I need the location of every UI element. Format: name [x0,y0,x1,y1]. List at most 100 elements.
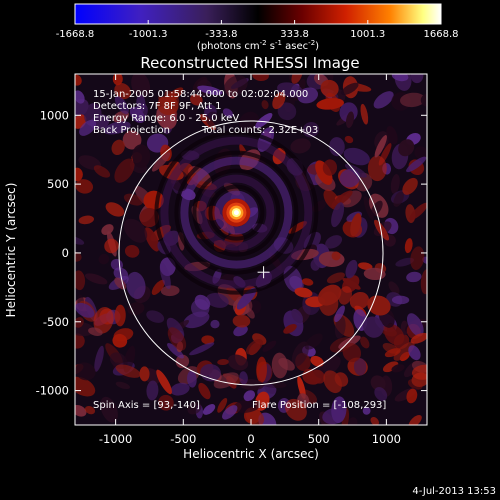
noise-blob [232,314,251,328]
noise-blob [367,155,387,182]
noise-blob [410,332,427,344]
noise-blob [317,284,342,306]
noise-blob [98,253,110,265]
noise-blob [105,202,125,217]
noise-blob [310,259,321,271]
noise-blob [84,405,96,415]
noise-blob [388,281,400,295]
noise-blob [75,362,96,381]
noise-blob [345,259,358,279]
noise-blob [411,364,427,380]
noise-blob [291,74,303,84]
noise-blob [344,135,354,144]
noise-blob [268,252,282,271]
noise-blob [367,295,391,316]
noise-blob [84,103,102,126]
noise-blob [339,168,361,188]
colorbar-ticks: -1668.8 -1001.3 -333.8 333.8 1001.3 1668.8 [56,20,459,40]
y-tick-label: -500 [43,315,69,329]
noise-blob [197,85,223,96]
noise-blob [342,278,361,290]
noise-blob [380,325,397,337]
noise-blob [75,404,87,417]
noise-blob [75,302,95,318]
noise-blob [303,369,314,381]
noise-blob [94,345,104,372]
noise-blob [391,74,409,82]
noise-blob [127,302,145,316]
noise-blob [175,354,190,369]
noise-blob [322,159,338,176]
noise-blob [151,152,171,172]
noise-blob [393,341,415,361]
solar-limb [118,120,384,386]
annotation-spin-axis: Spin Axis = [93,-140] [93,400,200,411]
noise-blob [132,144,151,168]
noise-blob [278,357,295,371]
noise-blob [264,383,277,394]
noise-blob [112,333,128,348]
ring-gap [208,184,265,241]
noise-blob [310,355,324,367]
noise-blob [290,138,311,154]
noise-blob [350,213,362,237]
noise-blob [338,335,361,349]
noise-blob [222,405,238,420]
noise-blob [126,271,146,299]
noise-blob [325,92,341,112]
noise-blob [410,74,424,84]
noise-blob [167,343,184,359]
noise-blob [84,273,108,285]
noise-blob [373,91,394,109]
noise-blob [422,256,427,264]
noise-blob [75,376,96,397]
noise-blob [386,125,398,145]
noise-blob [349,291,370,310]
noise-blob [291,308,304,324]
noise-blob [325,235,343,249]
noise-blob [294,287,313,298]
noise-blob [360,103,369,125]
y-tick-label: -1000 [36,384,69,398]
noise-blob [409,202,427,221]
noise-blob [206,293,229,308]
footer-date: 4-Jul-2013 13:53 [412,486,496,497]
chart-title: Reconstructed RHESSI Image [140,54,359,72]
colorbar-tick-label: -333.8 [205,29,237,40]
noise-blob [245,408,265,425]
noise-blob [233,399,261,413]
y-tick-label: 0 [62,246,69,260]
noise-blob [262,340,277,352]
noise-blob [131,74,151,99]
noise-blob [353,358,367,376]
noise-blob [285,398,307,421]
noise-blob [391,295,410,305]
annotation-total-counts: Total counts: 2.32E+03 [201,125,318,136]
noise-blob [75,236,85,245]
y-tick-label: 500 [47,177,69,191]
noise-blob [326,272,345,284]
noise-blob [187,370,197,388]
noise-blob [151,279,165,295]
noise-blob [406,313,424,337]
noise-blob [101,224,114,236]
noise-blob [157,95,179,116]
noise-blob [75,90,85,104]
noise-blob [400,92,426,108]
noise-blob [331,251,341,261]
noise-blob [146,380,159,401]
ring-gap [192,168,281,257]
noise-blob [75,74,82,86]
noise-blob [75,270,86,291]
colorbar-tick-label: -1668.8 [56,29,95,40]
colorbar [74,3,442,25]
noise-blob [115,364,141,378]
noise-blob [93,165,111,178]
noise-blob [114,95,129,115]
noise-blob [304,333,323,350]
noise-blob [159,262,171,290]
x-axis-label: Heliocentric X (arcsec) [183,447,319,461]
noise-blob [78,215,95,225]
noise-blob [75,333,85,349]
